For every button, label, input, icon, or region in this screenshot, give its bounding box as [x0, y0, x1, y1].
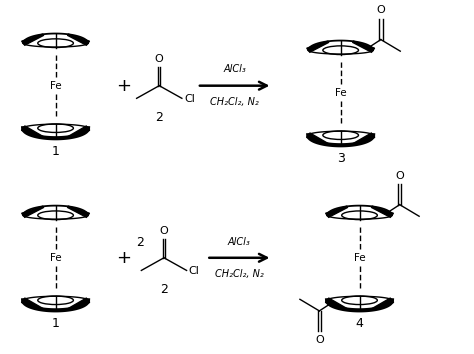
Text: 2: 2 — [137, 236, 145, 249]
Polygon shape — [307, 133, 328, 145]
Polygon shape — [67, 126, 90, 138]
Polygon shape — [21, 126, 44, 138]
Text: CH₂Cl₂, N₂: CH₂Cl₂, N₂ — [215, 269, 264, 279]
Text: CH₂Cl₂, N₂: CH₂Cl₂, N₂ — [210, 97, 259, 107]
Polygon shape — [326, 206, 347, 217]
Text: Fe: Fe — [50, 253, 62, 263]
Polygon shape — [67, 298, 90, 310]
Text: 2: 2 — [155, 111, 163, 124]
Text: Fe: Fe — [354, 253, 365, 263]
Text: O: O — [160, 226, 168, 236]
Polygon shape — [372, 298, 393, 310]
Polygon shape — [22, 206, 44, 217]
Polygon shape — [353, 41, 374, 52]
Polygon shape — [67, 206, 90, 217]
Polygon shape — [325, 298, 347, 310]
Text: AlCl₃: AlCl₃ — [228, 236, 251, 246]
Text: 2: 2 — [160, 283, 168, 296]
Text: 1: 1 — [52, 317, 60, 330]
Text: Fe: Fe — [335, 88, 346, 98]
Polygon shape — [22, 34, 44, 45]
Polygon shape — [353, 133, 375, 145]
Text: AlCl₃: AlCl₃ — [223, 64, 246, 74]
Text: 3: 3 — [337, 152, 345, 165]
Text: O: O — [315, 335, 324, 345]
Text: Fe: Fe — [50, 81, 62, 91]
Text: Cl: Cl — [189, 266, 200, 276]
Polygon shape — [307, 41, 329, 52]
Text: 4: 4 — [356, 317, 364, 330]
Text: +: + — [117, 249, 131, 267]
Polygon shape — [21, 298, 44, 310]
Polygon shape — [67, 34, 90, 45]
Text: O: O — [155, 54, 164, 64]
Text: +: + — [117, 77, 131, 95]
Text: O: O — [395, 171, 404, 181]
Text: 1: 1 — [52, 144, 60, 158]
Text: Cl: Cl — [184, 94, 195, 104]
Text: O: O — [376, 5, 385, 16]
Polygon shape — [371, 206, 393, 217]
